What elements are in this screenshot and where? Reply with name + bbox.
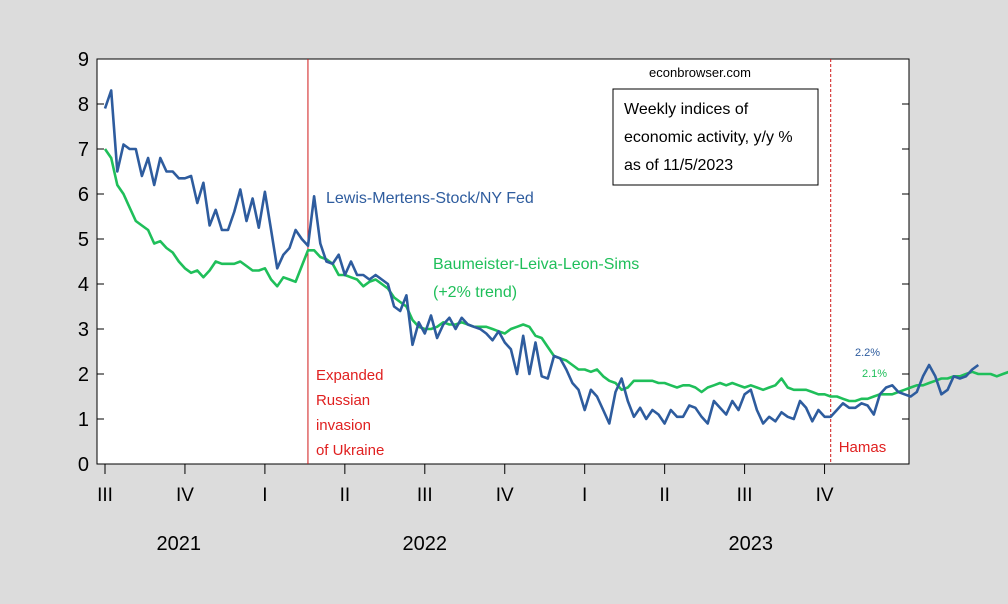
- quarter-label: I: [262, 485, 267, 506]
- y-tick-label: 8: [78, 94, 89, 116]
- series-label-bls-trend: (+2% trend): [433, 284, 517, 301]
- y-tick-label: 3: [78, 319, 89, 341]
- legend-line-2: economic activity, y/y %: [624, 129, 793, 146]
- legend-line-1: Weekly indices of: [624, 101, 749, 118]
- series-lines: [103, 89, 1008, 425]
- series-label-bls: Baumeister-Leiva-Leon-Sims: [433, 256, 639, 273]
- legend-line-3: as of 11/5/2023: [624, 157, 733, 174]
- y-tick-label: 5: [78, 229, 89, 251]
- year-label: 2023: [729, 533, 774, 555]
- y-tick-label: 0: [78, 454, 89, 476]
- series-line-lms: [103, 89, 980, 425]
- quarter-label: IV: [176, 485, 194, 506]
- y-tick-label: 6: [78, 184, 89, 206]
- year-label: 2021: [157, 533, 202, 555]
- quarter-label: IV: [496, 485, 514, 506]
- event-label: invasion: [316, 417, 371, 434]
- quarter-label: III: [737, 485, 753, 506]
- event-label: Expanded: [316, 367, 384, 384]
- y-tick-label: 7: [78, 139, 89, 161]
- event-label: of Ukraine: [316, 442, 384, 459]
- quarter-label: IV: [816, 485, 834, 506]
- series-label-lms: Lewis-Mertens-Stock/NY Fed: [326, 190, 534, 207]
- event-markers: Expanded Russian invasion of Ukraine Hamas: [307, 59, 887, 464]
- event-label: Russian: [316, 392, 370, 409]
- source-label: econbrowser.com: [649, 65, 751, 80]
- y-tick-label: 1: [78, 409, 89, 431]
- quarter-label: II: [340, 485, 351, 506]
- end-label-lms: 2.2%: [855, 347, 880, 359]
- end-label-bls: 2.1%: [862, 368, 887, 380]
- event-label: Hamas: [839, 439, 887, 456]
- y-tick-label: 9: [78, 49, 89, 71]
- y-tick-label: 2: [78, 364, 89, 386]
- quarter-label: II: [659, 485, 670, 506]
- legend-box: Weekly indices of economic activity, y/y…: [612, 88, 819, 186]
- y-axis: 0 1 2 3 4 5 6 7 8 9: [78, 49, 909, 476]
- quarter-label: III: [97, 485, 113, 506]
- year-label: 2022: [403, 533, 448, 555]
- quarter-label: III: [417, 485, 433, 506]
- y-tick-label: 4: [78, 274, 89, 296]
- quarter-label: I: [582, 485, 587, 506]
